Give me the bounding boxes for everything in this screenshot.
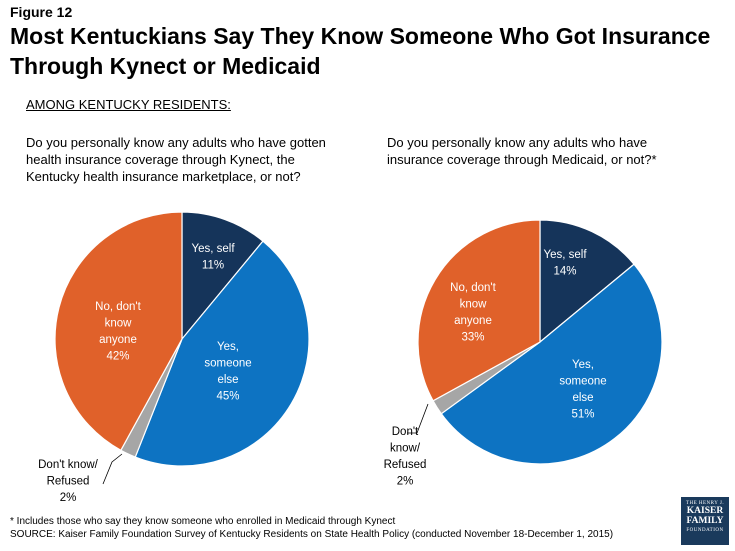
kynect-label-yes-self: Yes, self 11% <box>191 243 235 272</box>
medicaid-label-no-don-t-know-anyone: No, don't know anyone 33% <box>450 282 496 344</box>
medicaid-slice-yes-someone-else <box>440 263 663 465</box>
footnote: * Includes those who say they know someo… <box>10 516 396 527</box>
question-kynect: Do you personally know any adults who ha… <box>26 135 326 184</box>
medicaid-leader-line-don-t-know-refused <box>407 403 429 434</box>
kynect-slice-no-don-t-know-anyone <box>54 211 183 452</box>
kynect-leader-line-don-t-know-refused <box>102 453 123 485</box>
kynect-label-no-don-t-know-anyone: No, don't know anyone 42% <box>95 301 141 363</box>
figure-label: Figure 12 <box>10 4 73 20</box>
question-medicaid: Do you personally know any adults who ha… <box>387 135 657 167</box>
logo-line-4: FOUNDATION <box>686 528 724 533</box>
logo-line-1: THE HENRY J. <box>685 501 725 506</box>
medicaid-label-yes-self: Yes, self 14% <box>543 249 587 278</box>
source-note: SOURCE: Kaiser Family Foundation Survey … <box>10 529 614 540</box>
subtitle: AMONG KENTUCKY RESIDENTS: <box>26 97 231 112</box>
kynect-label-yes-someone-else: Yes, someone else 45% <box>204 341 251 403</box>
medicaid-label-don-t-know-refused: Don't know/Refused 2% <box>384 426 427 488</box>
medicaid-label-yes-someone-else: Yes, someone else 51% <box>559 359 606 421</box>
kff-logo: THE HENRY J. KAISER FAMILY FOUNDATION <box>681 497 729 545</box>
page-title: Most Kentuckians Say They Know Someone W… <box>10 23 711 79</box>
medicaid-slice-no-don-t-know-anyone <box>417 219 541 402</box>
logo-line-3: FAMILY <box>686 516 724 526</box>
kynect-label-don-t-know-refused: Don't know/Refused 2% <box>38 459 99 504</box>
medicaid-slice-yes-self <box>539 219 635 344</box>
kynect-slice-yes-self <box>181 211 264 341</box>
kynect-slice-yes-someone-else <box>134 240 310 467</box>
logo-line-2: KAISER <box>686 506 724 516</box>
